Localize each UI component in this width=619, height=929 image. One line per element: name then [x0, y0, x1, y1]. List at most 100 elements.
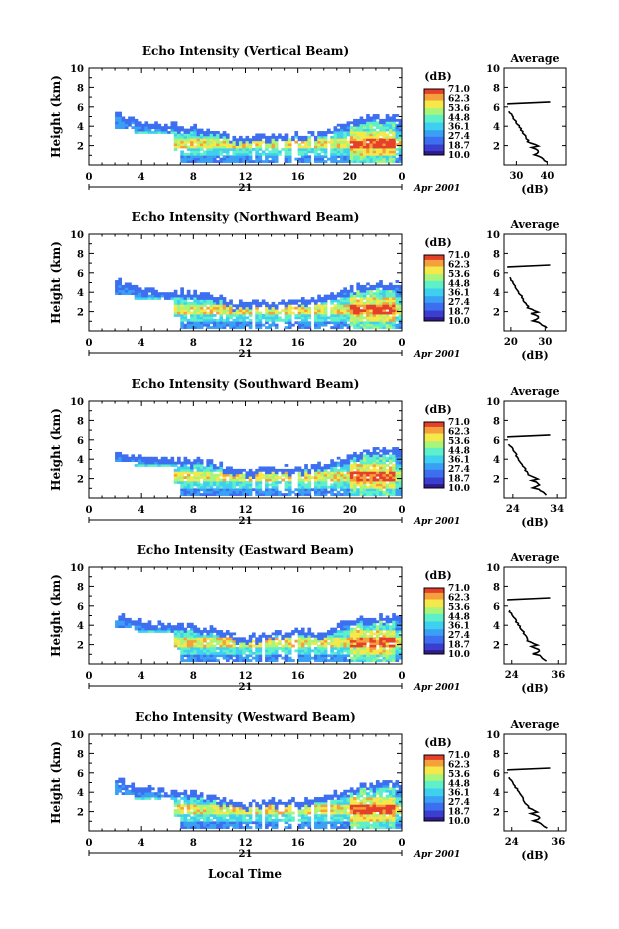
heatmap-cell	[333, 155, 338, 159]
heatmap-cell	[147, 123, 152, 127]
heatmap-cell	[372, 160, 377, 163]
heatmap-cell	[209, 814, 214, 817]
heatmap-cell	[375, 493, 380, 496]
heatmap-cell	[193, 155, 197, 159]
heatmap-cell	[206, 811, 211, 815]
heatmap-cell	[274, 478, 279, 482]
heatmap-cell	[382, 476, 387, 479]
heatmap-cell	[170, 630, 175, 633]
x-tick-label: 8	[190, 671, 197, 682]
heatmap-cell	[333, 632, 338, 636]
heatmap-cell	[219, 823, 224, 827]
heatmap-cell	[281, 148, 286, 151]
heatmap-cell	[388, 637, 393, 641]
heatmap-cell	[307, 632, 312, 636]
heatmap-cell	[284, 634, 289, 638]
heatmap-cell	[144, 297, 149, 300]
heatmap-cell	[330, 155, 334, 159]
heatmap-cell	[366, 490, 370, 494]
heatmap-cell	[274, 821, 279, 825]
heatmap-cell	[265, 490, 269, 494]
heatmap-cell	[313, 316, 318, 320]
heatmap-cell	[307, 637, 312, 641]
heatmap-cell	[313, 301, 318, 305]
heatmap-cell	[258, 304, 263, 308]
heatmap-cell	[359, 287, 364, 291]
heatmap-cell	[375, 160, 380, 163]
heatmap-cell	[245, 152, 250, 156]
heatmap-cell	[294, 804, 299, 808]
heatmap-cell	[359, 639, 364, 643]
heatmap-cell	[392, 318, 396, 322]
heatmap-cell	[349, 145, 354, 149]
heatmap-cell	[229, 468, 233, 472]
heatmap-cell	[356, 622, 361, 626]
heatmap-cell	[222, 309, 227, 312]
heatmap-cell	[333, 637, 338, 641]
heatmap-cell	[284, 656, 289, 660]
heatmap-cell	[196, 659, 201, 662]
heatmap-cell	[274, 637, 279, 641]
heatmap-cell	[353, 321, 357, 325]
heatmap-cell	[327, 131, 331, 134]
heatmap-cell	[395, 311, 400, 315]
heatmap-cell	[291, 138, 295, 142]
heatmap-cell	[333, 488, 338, 492]
heatmap-cell	[287, 299, 292, 303]
heatmap-cell	[340, 483, 344, 487]
heatmap-cell	[196, 135, 201, 139]
colorbar-swatch	[424, 263, 444, 266]
heatmap-cell	[297, 466, 302, 470]
heatmap-cell	[382, 632, 387, 636]
heatmap-cell	[356, 654, 361, 658]
average-x-tick-label: 24	[505, 670, 519, 681]
heatmap-cell	[222, 150, 227, 154]
heatmap-cell	[395, 637, 400, 641]
heatmap-cell	[398, 625, 403, 629]
heatmap-cell	[268, 811, 272, 815]
heatmap-cell	[196, 811, 201, 815]
heatmap-cell	[242, 490, 246, 494]
heatmap-cell	[366, 143, 370, 146]
heatmap-cell	[199, 152, 204, 156]
heatmap-cell	[193, 292, 197, 296]
heatmap-cell	[336, 128, 341, 132]
heatmap-cell	[359, 478, 364, 482]
heatmap-cell	[379, 314, 383, 317]
heatmap-cell	[186, 659, 191, 662]
heatmap-cell	[385, 289, 390, 293]
heatmap-cell	[193, 297, 197, 300]
heatmap-cell	[190, 297, 194, 300]
heatmap-cell	[203, 627, 207, 631]
heatmap-cell	[382, 471, 387, 475]
heatmap-cell	[392, 490, 396, 494]
heatmap-cell	[248, 821, 253, 825]
average-profile-line	[509, 276, 548, 329]
heatmap-cell	[222, 826, 227, 829]
heatmap-cell	[398, 473, 403, 477]
heatmap-cell	[141, 459, 145, 463]
heatmap-cell	[118, 615, 122, 619]
heatmap-cell	[271, 148, 276, 151]
heatmap-cell	[392, 297, 396, 300]
heatmap-cell	[199, 809, 204, 812]
heatmap-cell	[219, 483, 224, 487]
heatmap-cell	[395, 639, 400, 643]
heatmap-cell	[219, 806, 224, 810]
heatmap-cell	[225, 145, 230, 149]
heatmap-cell	[235, 806, 240, 810]
heatmap-cell	[190, 481, 194, 484]
heatmap-cell	[255, 637, 259, 641]
heatmap-cell	[388, 304, 393, 308]
heatmap-cell	[395, 630, 400, 633]
heatmap-cell	[278, 318, 282, 322]
heatmap-cell	[366, 131, 370, 134]
heatmap-cell	[343, 630, 347, 633]
heatmap-cell	[255, 488, 259, 492]
heatmap-cell	[379, 461, 383, 465]
heatmap-cell	[327, 642, 331, 645]
heatmap-cell	[190, 306, 194, 310]
heatmap-cell	[173, 473, 178, 477]
heatmap-cell	[375, 121, 380, 125]
heatmap-cell	[193, 138, 197, 142]
